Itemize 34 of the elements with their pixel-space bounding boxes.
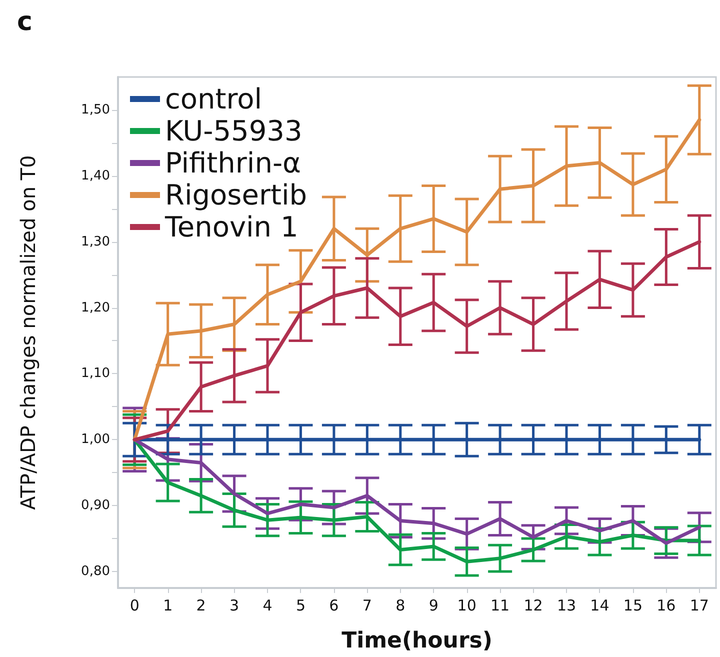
legend-label: Rigosertib — [165, 178, 307, 212]
legend-label: KU-55933 — [165, 114, 302, 148]
x-tick-label: 7 — [362, 596, 372, 614]
x-tick-label: 15 — [623, 596, 642, 614]
y-tick-label: 0,90 — [81, 498, 110, 514]
legend-label: control — [165, 82, 262, 116]
x-tick-label: 12 — [524, 596, 543, 614]
y-tick-label: 1,50 — [81, 102, 110, 118]
x-tick-label: 11 — [490, 596, 510, 614]
y-tick-label: 1,20 — [81, 300, 110, 316]
x-tick-label: 17 — [690, 596, 709, 614]
x-axis-title: Time(hours) — [342, 628, 492, 654]
y-tick-label: 1,30 — [81, 234, 110, 250]
x-tick-label: 0 — [130, 596, 140, 614]
y-tick-label: 1,00 — [81, 432, 110, 448]
x-tick-label: 13 — [556, 596, 576, 614]
y-axis-title: ATP/ADP changes normalized on T0 — [16, 155, 40, 510]
x-tick-label: 2 — [196, 596, 206, 614]
legend-label: Tenovin 1 — [164, 210, 298, 244]
x-tick-label: 5 — [296, 596, 306, 614]
y-tick-label: 0,80 — [81, 564, 110, 580]
x-tick-label: 9 — [428, 596, 438, 614]
x-tick-label: 6 — [329, 596, 339, 614]
legend-label: Pifithrin-α — [165, 146, 302, 180]
x-tick-label: 8 — [396, 596, 406, 614]
chart-title: c — [17, 7, 32, 37]
y-tick-label: 1,10 — [81, 366, 110, 382]
x-tick-label: 16 — [656, 596, 676, 614]
x-tick-label: 14 — [590, 596, 610, 614]
x-tick-label: 1 — [163, 596, 173, 614]
x-tick-label: 10 — [457, 596, 476, 614]
y-tick-label: 1,40 — [81, 168, 110, 184]
x-tick-label: 3 — [230, 596, 240, 614]
x-tick-label: 4 — [262, 596, 272, 614]
